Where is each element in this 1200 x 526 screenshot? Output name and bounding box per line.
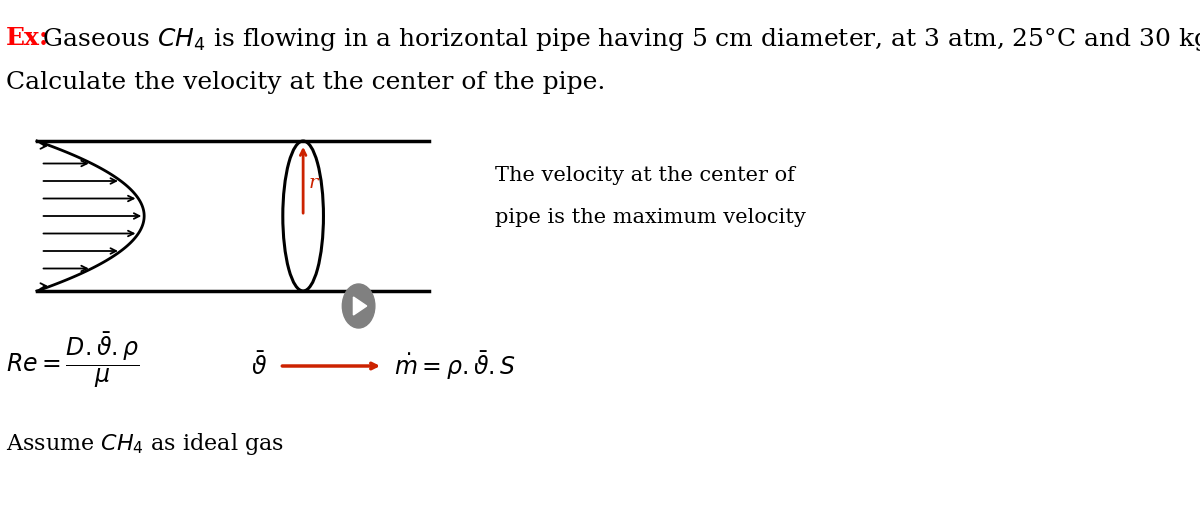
Text: Assume $CH_4$ as ideal gas: Assume $CH_4$ as ideal gas: [6, 431, 284, 457]
Text: Calculate the velocity at the center of the pipe.: Calculate the velocity at the center of …: [6, 71, 605, 94]
Text: $\dot{m} = \rho.\bar{\vartheta}.S$: $\dot{m} = \rho.\bar{\vartheta}.S$: [394, 350, 516, 382]
Polygon shape: [354, 297, 367, 315]
Circle shape: [342, 284, 374, 328]
Text: The velocity at the center of: The velocity at the center of: [496, 166, 796, 185]
Text: pipe is the maximum velocity: pipe is the maximum velocity: [496, 208, 806, 227]
Text: $\bar{\vartheta}$: $\bar{\vartheta}$: [251, 352, 266, 380]
Text: r: r: [310, 174, 318, 192]
Text: Gaseous $CH_4$ is flowing in a horizontal pipe having 5 cm diameter, at 3 atm, 2: Gaseous $CH_4$ is flowing in a horizonta…: [35, 26, 1200, 53]
Text: $Re = \dfrac{D.\bar{\vartheta}.\rho}{\mu}$: $Re = \dfrac{D.\bar{\vartheta}.\rho}{\mu…: [6, 331, 140, 390]
Text: Ex:: Ex:: [6, 26, 49, 50]
